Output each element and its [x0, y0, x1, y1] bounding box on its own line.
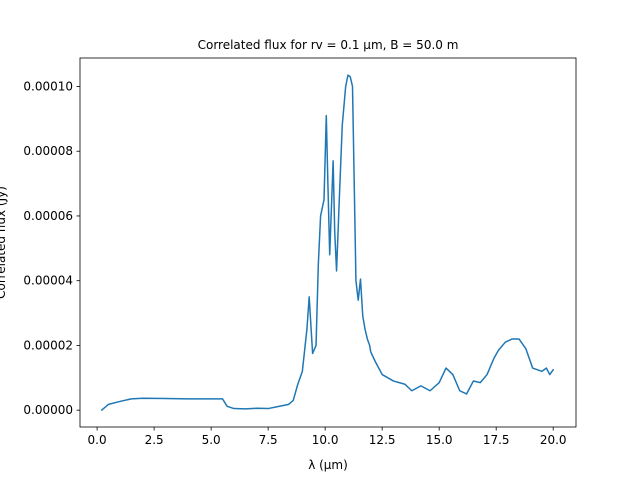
- y-tick-label: 0.00000: [23, 403, 73, 417]
- x-axis-label: λ (μm): [308, 458, 348, 472]
- y-tick-label: 0.00002: [23, 338, 73, 352]
- x-tick-label: 12.5: [369, 433, 396, 447]
- x-tick-label: 0.0: [88, 433, 107, 447]
- x-tick-label: 10.0: [312, 433, 339, 447]
- y-axis-ticks: 0.00000 0.00002 0.00004 0.00006 0.00008 0.000…: [23, 79, 80, 417]
- series-line: [100, 74, 554, 411]
- y-tick-label: 0.00004: [23, 274, 73, 288]
- chart-title: Correlated flux for rv = 0.1 μm, B = 50.…: [198, 38, 459, 52]
- x-tick-label: 17.5: [483, 433, 510, 447]
- x-axis-ticks: 0.0 2.5 5.0 7.5 10.0 12.5 15.0 17.5 20.0: [88, 427, 567, 447]
- y-tick-label: 0.00006: [23, 209, 73, 223]
- x-tick-label: 15.0: [426, 433, 453, 447]
- x-tick-label: 20.0: [540, 433, 567, 447]
- x-tick-label: 7.5: [259, 433, 278, 447]
- x-tick-label: 2.5: [145, 433, 164, 447]
- y-tick-label: 0.00008: [23, 144, 73, 158]
- x-tick-label: 5.0: [202, 433, 221, 447]
- y-tick-label: 0.00010: [23, 79, 73, 93]
- y-axis-label: Correlated flux (Jy): [0, 186, 8, 299]
- plot-area-frame: [79, 57, 577, 428]
